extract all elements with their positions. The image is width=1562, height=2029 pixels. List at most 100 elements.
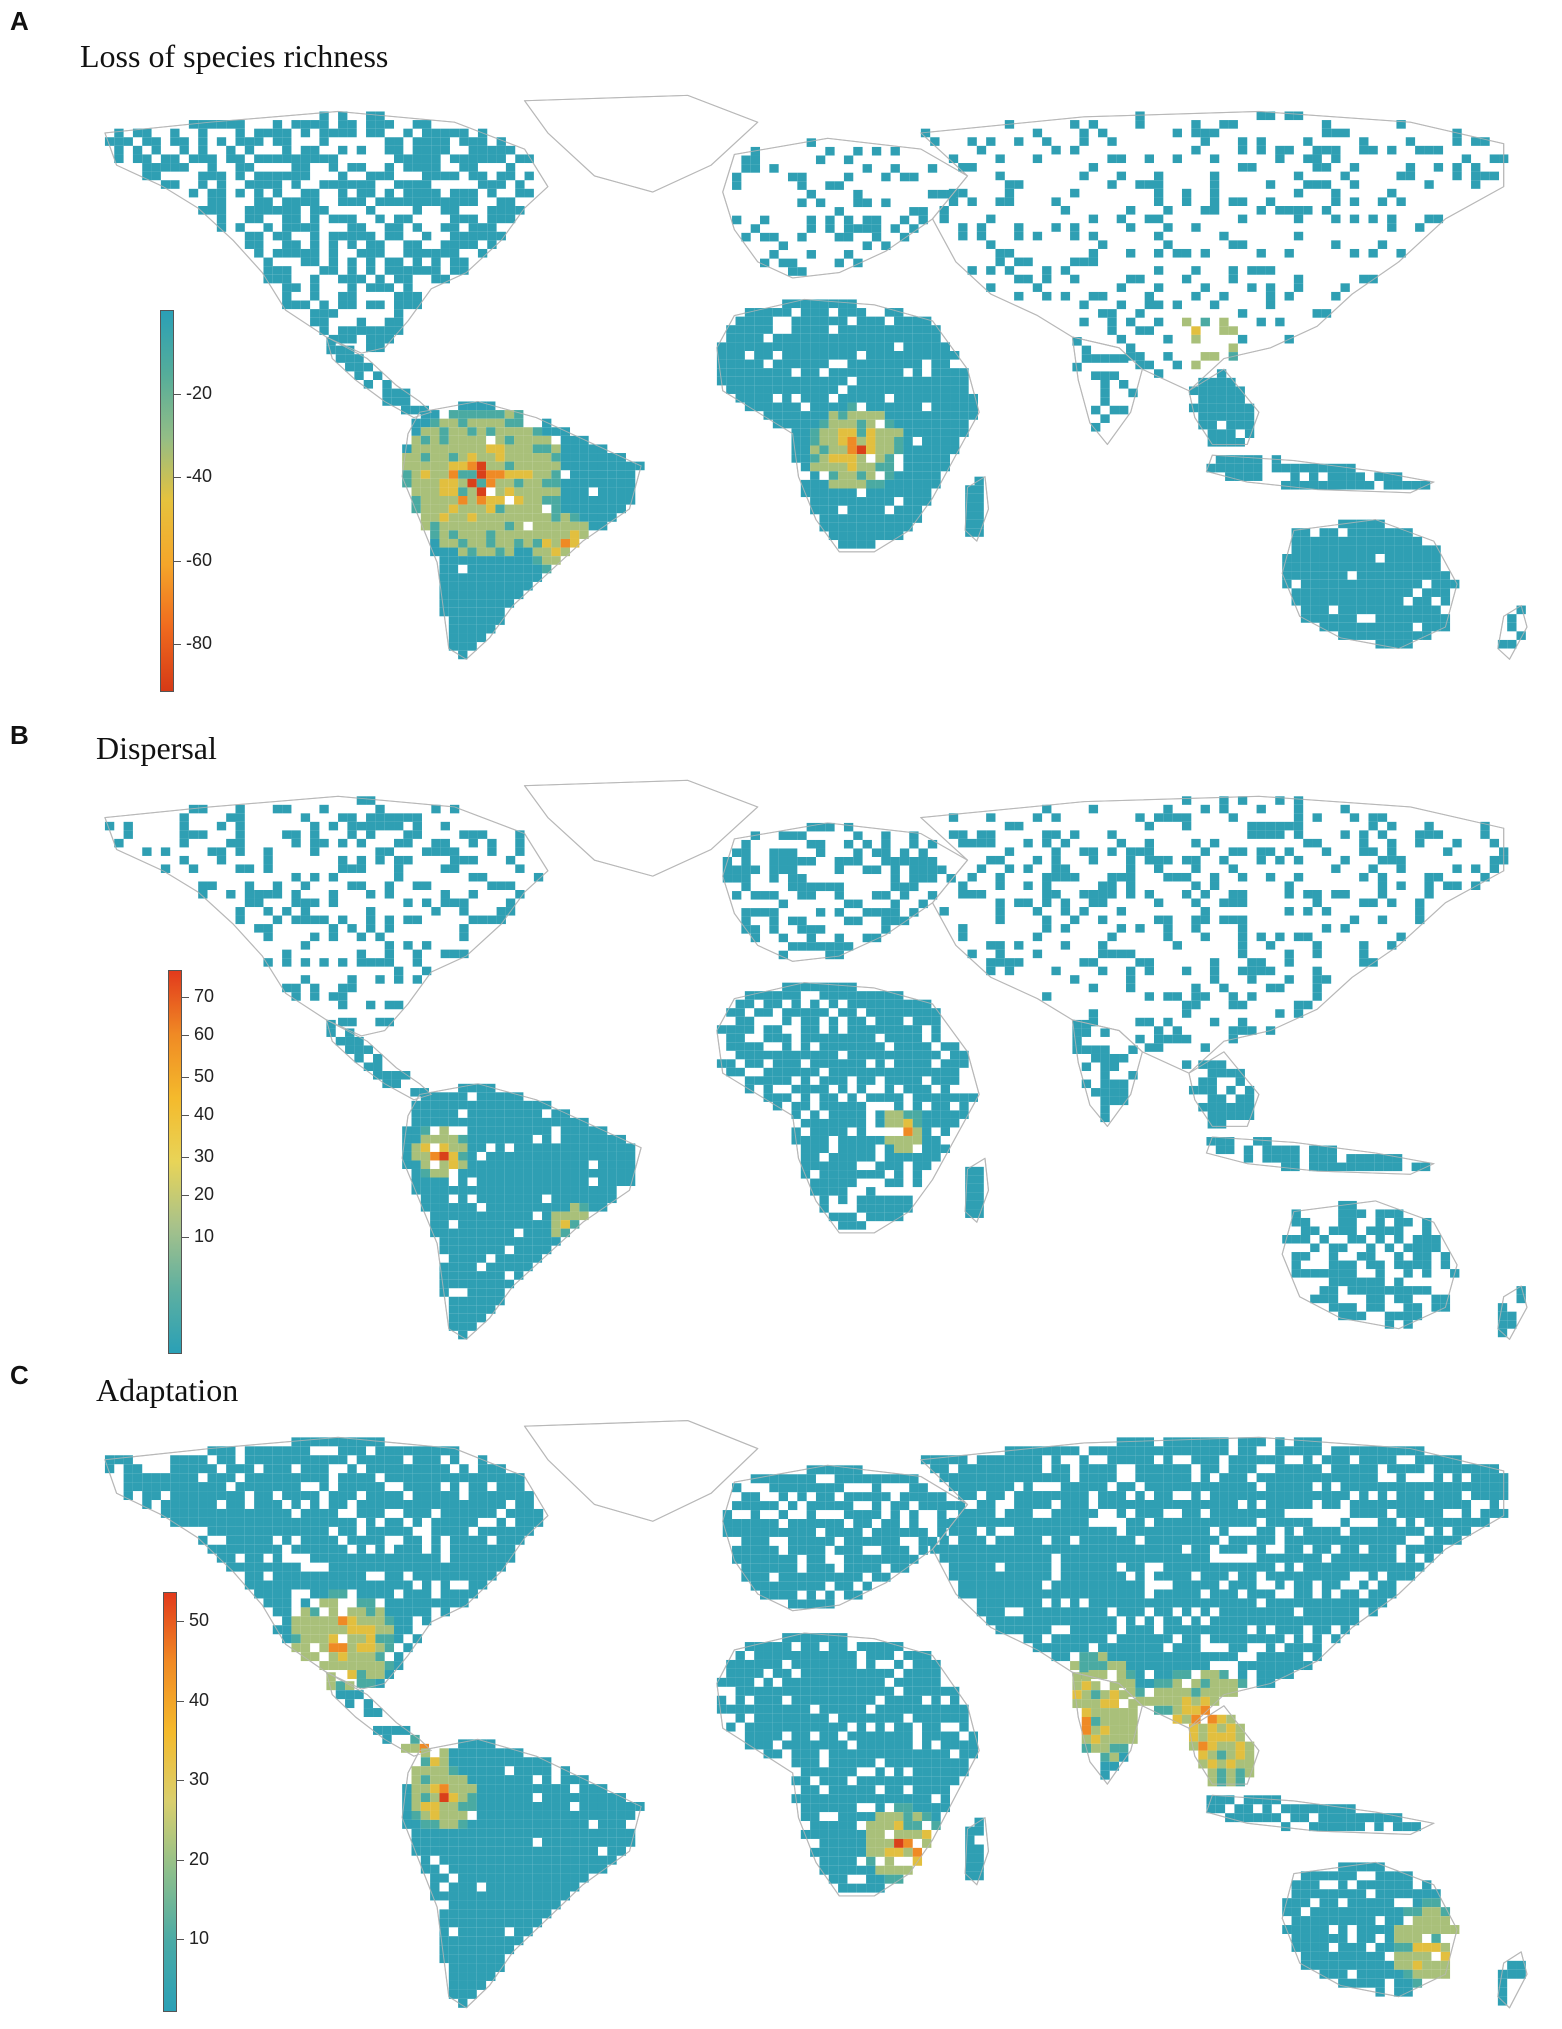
raster-cell xyxy=(514,1748,524,1758)
raster-cell xyxy=(838,1221,848,1230)
raster-cell xyxy=(198,1482,208,1492)
raster-cell xyxy=(496,1473,506,1483)
raster-cell xyxy=(1321,847,1332,856)
raster-cell xyxy=(216,847,227,856)
raster-cell xyxy=(347,180,357,189)
raster-cell xyxy=(216,137,227,146)
raster-cell xyxy=(430,410,440,419)
raster-cell xyxy=(282,1535,292,1545)
raster-cell xyxy=(430,478,440,488)
raster-cell xyxy=(467,1927,477,1937)
raster-cell xyxy=(402,1810,412,1820)
raster-cell xyxy=(394,231,404,241)
raster-cell xyxy=(467,1109,477,1118)
raster-cell xyxy=(1394,571,1404,580)
raster-cell xyxy=(828,333,839,343)
raster-cell xyxy=(272,180,283,189)
raster-cell xyxy=(1209,881,1220,890)
raster-cell xyxy=(1237,145,1248,155)
raster-cell xyxy=(310,1589,320,1599)
raster-cell xyxy=(838,531,848,541)
raster-cell xyxy=(810,351,820,360)
raster-cell xyxy=(375,1625,385,1635)
raster-cell xyxy=(291,992,301,1001)
raster-cell xyxy=(1387,188,1397,198)
raster-cell xyxy=(458,1784,468,1794)
raster-cell xyxy=(354,362,364,372)
raster-cell xyxy=(881,856,891,866)
raster-cell xyxy=(319,1598,329,1608)
raster-cell xyxy=(1328,1260,1339,1270)
raster-cell xyxy=(495,1846,505,1856)
raster-cell xyxy=(847,1178,857,1188)
raster-cell xyxy=(486,513,496,522)
raster-cell xyxy=(458,1748,468,1758)
raster-cell xyxy=(1191,145,1201,155)
raster-cell xyxy=(1347,536,1357,546)
raster-cell xyxy=(1088,1017,1099,1027)
raster-cell xyxy=(912,1093,923,1102)
raster-cell xyxy=(866,531,876,541)
raster-cell xyxy=(1116,838,1127,848)
raster-cell xyxy=(272,154,283,164)
raster-cell xyxy=(523,530,533,539)
raster-cell xyxy=(1144,1043,1154,1052)
raster-cell xyxy=(431,1526,441,1536)
raster-cell xyxy=(319,317,329,327)
raster-cell xyxy=(1433,145,1444,155)
raster-cell xyxy=(1293,274,1304,284)
raster-cell xyxy=(1394,639,1404,649)
raster-cell xyxy=(853,146,863,156)
raster-cell xyxy=(1440,596,1451,606)
raster-cell xyxy=(448,1262,459,1272)
raster-cell xyxy=(967,197,977,206)
raster-cell xyxy=(866,1067,876,1077)
raster-cell xyxy=(449,855,460,865)
raster-cell xyxy=(384,1661,395,1671)
raster-cell xyxy=(523,1117,533,1127)
raster-cell xyxy=(272,266,283,275)
raster-cell xyxy=(356,1625,367,1635)
raster-cell xyxy=(810,402,820,412)
raster-cell xyxy=(732,848,742,857)
raster-cell xyxy=(819,376,829,386)
raster-cell xyxy=(1355,472,1365,481)
raster-cell xyxy=(884,1161,895,1171)
raster-cell xyxy=(607,504,617,514)
raster-cell xyxy=(810,299,820,309)
raster-cell xyxy=(458,538,468,548)
raster-cell xyxy=(828,1153,839,1162)
raster-cell xyxy=(1070,188,1080,198)
raster-cell xyxy=(523,1882,533,1892)
raster-cell xyxy=(1154,197,1164,206)
raster-cell xyxy=(291,214,301,224)
raster-cell xyxy=(347,223,357,232)
raster-cell xyxy=(847,1008,857,1017)
raster-cell xyxy=(411,1810,421,1820)
raster-cell xyxy=(1412,536,1423,546)
raster-cell xyxy=(1042,924,1052,933)
raster-cell xyxy=(1109,371,1120,380)
coastline-europe xyxy=(722,137,969,279)
raster-cell xyxy=(1489,864,1500,873)
raster-cell xyxy=(310,983,320,993)
raster-cell xyxy=(272,804,283,814)
raster-cell xyxy=(772,308,783,317)
raster-cell xyxy=(806,891,816,900)
raster-cell xyxy=(459,257,469,267)
raster-cell xyxy=(328,1535,339,1545)
raster-cell xyxy=(1347,614,1357,623)
raster-cell xyxy=(570,1168,580,1178)
raster-cell xyxy=(495,1793,505,1803)
raster-cell xyxy=(1207,1111,1217,1120)
raster-cell xyxy=(1216,1102,1227,1112)
raster-cell xyxy=(1135,309,1145,318)
raster-cell xyxy=(1349,163,1360,172)
raster-cell xyxy=(894,445,904,455)
raster-cell xyxy=(514,1846,524,1856)
raster-cell xyxy=(384,915,395,925)
raster-cell xyxy=(495,461,505,471)
raster-cell xyxy=(815,198,826,208)
raster-cell xyxy=(328,214,339,224)
raster-cell xyxy=(1396,864,1406,873)
